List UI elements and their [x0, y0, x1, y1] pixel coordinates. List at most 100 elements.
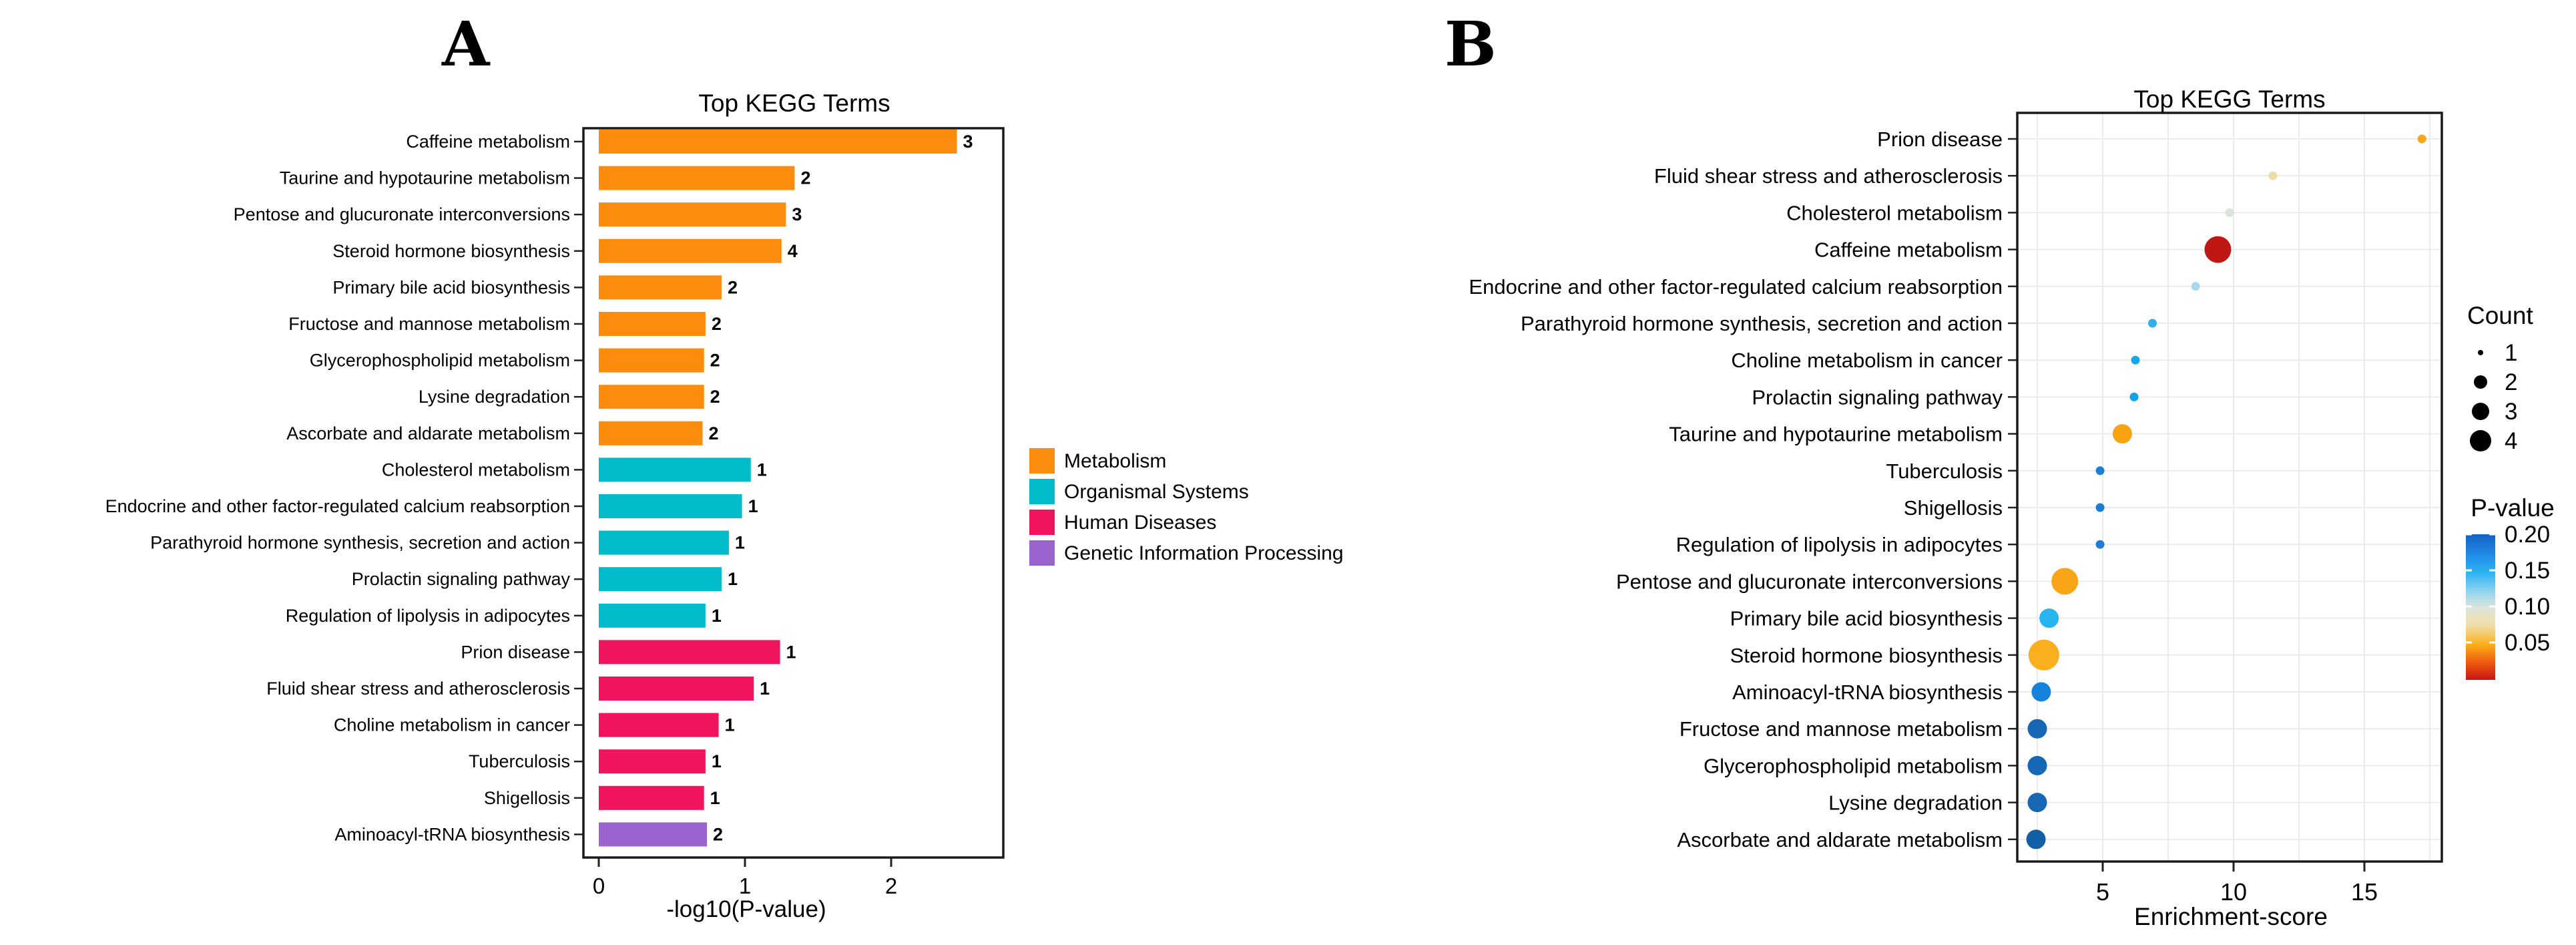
- legend-label-organismal-systems: Organismal Systems: [1064, 481, 1249, 503]
- category-label-glycerophospholipid-metabolism: Glycerophospholipid metabolism: [1704, 754, 2003, 777]
- legend-label-metabolism: Metabolism: [1064, 450, 1166, 472]
- count-legend-title: Count: [2467, 302, 2533, 329]
- bar-cholesterol-metabolism: [599, 457, 751, 482]
- category-label-steroid-hormone-biosynthesis: Steroid hormone biosynthesis: [1730, 644, 2003, 667]
- panel-a-legend: Metabolism Organismal Systems Human Diseas…: [1029, 448, 1344, 566]
- dot-lysine-degradation: [2027, 793, 2047, 813]
- bar-choline-metabolism-in-cancer: [599, 713, 719, 737]
- chart-b-xaxis-title: Enrichment-score: [2134, 903, 2328, 930]
- bar-count-label: 2: [800, 168, 810, 188]
- category-label-prion-disease: Prion disease: [461, 642, 570, 662]
- dot-endocrine-and-other-factor-regulated-calcium-reabsorption: [2191, 282, 2200, 291]
- bar-prion-disease: [599, 640, 780, 665]
- x-tick-label: 2: [885, 874, 897, 898]
- bar-lysine-degradation: [599, 385, 704, 409]
- category-label-pentose-and-glucuronate-interconversions: Pentose and glucuronate interconversions: [234, 204, 570, 224]
- pvalue-tick-label: 0.10: [2505, 594, 2550, 620]
- bar-caffeine-metabolism: [599, 130, 957, 154]
- bar-glycerophospholipid-metabolism: [599, 348, 704, 373]
- bar-tuberculosis: [599, 749, 706, 774]
- dot-fructose-and-mannose-metabolism: [2027, 719, 2047, 739]
- category-label-aminoacyl-trna-biosynthesis: Aminoacyl-tRNA biosynthesis: [1732, 681, 2003, 704]
- x-tick-label: 5: [2096, 878, 2109, 906]
- category-label-parathyroid-hormone-synthesis-secretion-and-action: Parathyroid hormone synthesis, secretion…: [150, 533, 570, 553]
- category-label-aminoacyl-trna-biosynthesis: Aminoacyl-tRNA biosynthesis: [334, 824, 570, 844]
- legend-swatch-human-diseases: [1029, 510, 1055, 535]
- panel-a-bar-chart: 3 Caffeine metabolism 2 Taurine and hypotau…: [105, 127, 1344, 898]
- bar-count-label: 4: [788, 241, 798, 261]
- category-label-primary-bile-acid-biosynthesis: Primary bile acid biosynthesis: [332, 277, 570, 297]
- dot-prolactin-signaling-pathway: [2129, 392, 2139, 401]
- pvalue-tick-label: 0.15: [2505, 558, 2550, 584]
- dot-cholesterol-metabolism: [2225, 208, 2234, 217]
- bar-steroid-hormone-biosynthesis: [599, 238, 782, 263]
- bar-count-label: 3: [963, 132, 973, 152]
- category-label-lysine-degradation: Lysine degradation: [419, 387, 570, 407]
- panel-b-letter: B: [1445, 8, 1497, 80]
- count-legend-label-2: 2: [2505, 369, 2517, 395]
- legend-label-human-diseases: Human Diseases: [1064, 512, 1216, 534]
- category-label-primary-bile-acid-biosynthesis: Primary bile acid biosynthesis: [1730, 607, 2003, 630]
- bar-prolactin-signaling-pathway: [599, 567, 722, 592]
- category-label-prolactin-signaling-pathway: Prolactin signaling pathway: [352, 569, 571, 589]
- category-label-fluid-shear-stress-and-atherosclerosis: Fluid shear stress and atherosclerosis: [1654, 164, 2003, 188]
- dot-parathyroid-hormone-synthesis-secretion-and-action: [2147, 319, 2157, 328]
- bar-count-label: 1: [748, 496, 758, 516]
- dot-prion-disease: [2417, 134, 2426, 144]
- legend-swatch-genetic-information-processing: [1029, 540, 1055, 566]
- category-label-shigellosis: Shigellosis: [484, 788, 570, 808]
- bar-aminoacyl-trna-biosynthesis: [599, 822, 708, 847]
- legend-swatch-metabolism: [1029, 448, 1055, 474]
- chart-a-xaxis-title: -log10(P-value): [666, 896, 826, 922]
- bar-pentose-and-glucuronate-interconversions: [599, 202, 786, 227]
- panel-b-dot-plot: Prion disease Fluid shear stress and athe…: [1469, 112, 2550, 906]
- plot-border: [2016, 112, 2443, 863]
- count-legend: 1 2 3 4: [2470, 340, 2517, 454]
- bar-count-label: 2: [713, 824, 723, 844]
- dot-regulation-of-lipolysis-in-adipocytes: [2095, 540, 2105, 549]
- category-label-prolactin-signaling-pathway: Prolactin signaling pathway: [1752, 385, 2003, 409]
- dot-fluid-shear-stress-and-atherosclerosis: [2268, 171, 2278, 180]
- x-tick-label: 1: [739, 874, 751, 898]
- category-label-tuberculosis: Tuberculosis: [469, 751, 570, 771]
- category-label-shigellosis: Shigellosis: [1904, 496, 2003, 520]
- category-label-regulation-of-lipolysis-in-adipocytes: Regulation of lipolysis in adipocytes: [286, 606, 570, 626]
- count-legend-dot-3: [2472, 403, 2489, 420]
- bar-endocrine-and-other-factor-regulated-calcium-reabsorption: [599, 494, 742, 518]
- dot-choline-metabolism-in-cancer: [2131, 355, 2140, 365]
- dot-steroid-hormone-biosynthesis: [2028, 639, 2059, 671]
- dot-aminoacyl-trna-biosynthesis: [2031, 682, 2051, 702]
- category-label-endocrine-and-other-factor-regulated-calcium-reabsorption: Endocrine and other factor-regulated cal…: [105, 496, 570, 516]
- bar-count-label: 1: [760, 679, 770, 699]
- category-label-ascorbate-and-aldarate-metabolism: Ascorbate and aldarate metabolism: [286, 423, 570, 443]
- category-label-cholesterol-metabolism: Cholesterol metabolism: [1786, 201, 2003, 224]
- bar-parathyroid-hormone-synthesis-secretion-and-action: [599, 530, 729, 555]
- bar-count-label: 2: [710, 351, 720, 371]
- category-label-taurine-and-hypotaurine-metabolism: Taurine and hypotaurine metabolism: [280, 168, 570, 188]
- panel-a-letter: A: [442, 8, 490, 80]
- bar-count-label: 1: [728, 569, 738, 589]
- bar-count-label: 1: [757, 459, 767, 480]
- count-legend-label-4: 4: [2505, 428, 2517, 454]
- chart-a-title: Top KEGG Terms: [698, 89, 890, 117]
- category-label-steroid-hormone-biosynthesis: Steroid hormone biosynthesis: [332, 241, 570, 261]
- bar-count-label: 3: [792, 204, 802, 224]
- category-label-lysine-degradation: Lysine degradation: [1828, 791, 2003, 815]
- bar-primary-bile-acid-biosynthesis: [599, 275, 722, 300]
- x-tick-label: 15: [2351, 878, 2378, 906]
- count-legend-dot-2: [2474, 375, 2487, 389]
- category-label-taurine-and-hypotaurine-metabolism: Taurine and hypotaurine metabolism: [1669, 423, 2003, 446]
- dot-shigellosis: [2095, 503, 2105, 512]
- dot-primary-bile-acid-biosynthesis: [2039, 608, 2059, 628]
- dot-ascorbate-and-aldarate-metabolism: [2026, 829, 2046, 849]
- chart-b-title: Top KEGG Terms: [2133, 85, 2326, 113]
- category-label-fluid-shear-stress-and-atherosclerosis: Fluid shear stress and atherosclerosis: [266, 679, 570, 699]
- bar-fluid-shear-stress-and-atherosclerosis: [599, 677, 754, 701]
- dot-tuberculosis: [2095, 466, 2105, 476]
- bar-shigellosis: [599, 785, 704, 810]
- x-tick-label: 0: [593, 874, 605, 898]
- bar-count-label: 1: [712, 751, 722, 771]
- category-label-tuberculosis: Tuberculosis: [1886, 459, 2003, 483]
- bar-count-label: 1: [712, 606, 722, 626]
- bar-count-label: 2: [710, 387, 720, 407]
